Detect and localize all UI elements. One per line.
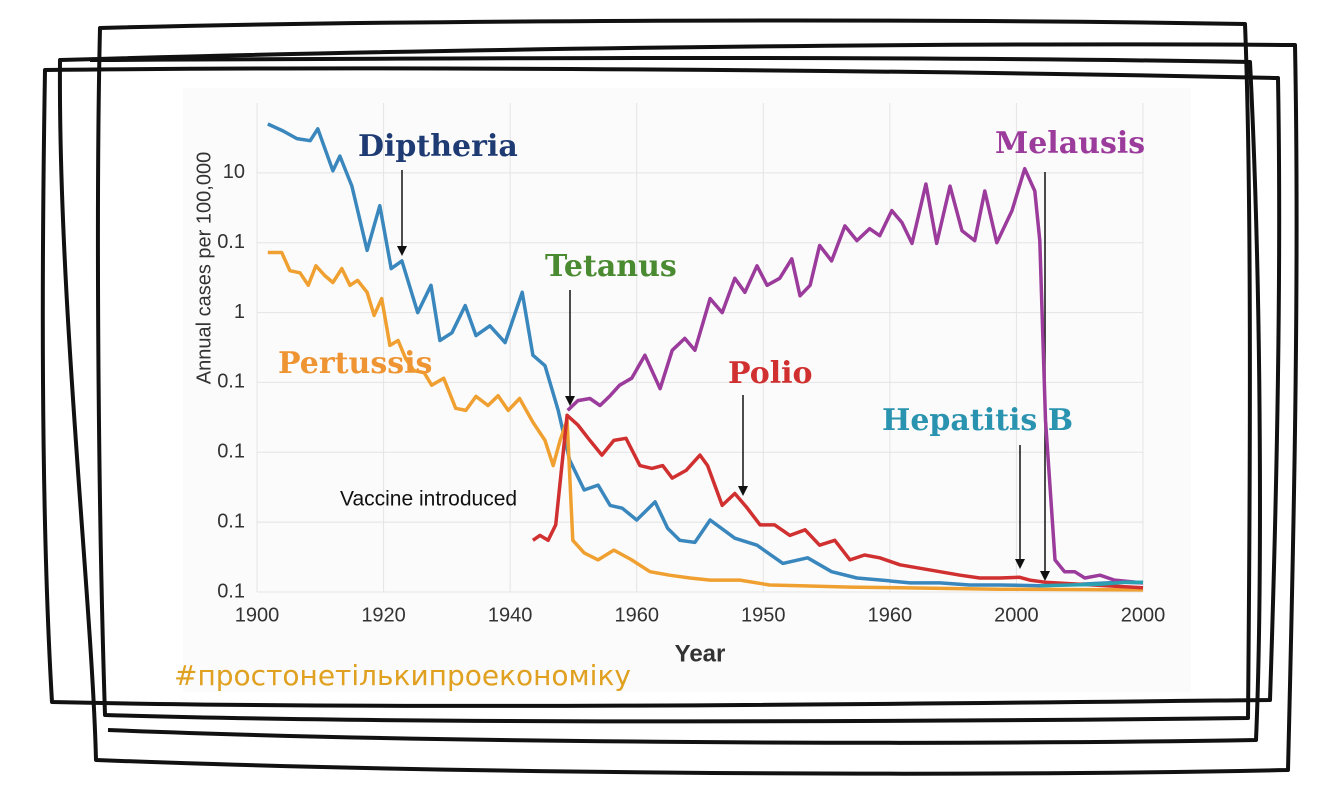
grid xyxy=(256,103,1144,593)
y-tick-label: 0.1 xyxy=(217,580,245,602)
y-tick-label: 0.1 xyxy=(217,231,245,253)
x-tick-label: 1960 xyxy=(868,604,913,626)
x-tick-label: 1900 xyxy=(235,604,280,626)
chart-background xyxy=(183,88,1191,692)
x-tick-label: 1960 xyxy=(614,604,659,626)
series-line xyxy=(566,166,1144,585)
series-line xyxy=(267,250,1144,592)
series-label: Melausis xyxy=(995,126,1145,161)
y-tick-label: 0.1 xyxy=(217,371,245,393)
y-tick-label: 0.1 xyxy=(217,441,245,463)
series-label: Pertussis xyxy=(278,346,432,381)
x-axis-label: Year xyxy=(675,640,726,667)
frame-stroke xyxy=(40,66,1282,708)
x-tick-label: 1920 xyxy=(361,604,406,626)
hand-drawn-frame xyxy=(40,18,1299,776)
hashtag: #простонетількипроекономіку xyxy=(174,659,631,692)
frame-stroke xyxy=(89,56,1262,745)
y-tick-label: 0.1 xyxy=(217,510,245,532)
series-label: Diptheria xyxy=(358,129,518,164)
series-line xyxy=(531,413,1144,590)
x-tick-label: 2000 xyxy=(1121,604,1166,626)
x-tick-label: 1950 xyxy=(741,604,786,626)
arrowhead xyxy=(565,396,575,406)
x-tick-label: 1940 xyxy=(488,604,533,626)
y-tick-label: 1 xyxy=(234,301,245,323)
y-axis-label: Annual cases per 100,000 xyxy=(193,152,215,384)
series-label: Polio xyxy=(728,356,813,391)
series-line xyxy=(267,122,1144,588)
frame-stroke xyxy=(95,18,1252,724)
x-tick-label: 2000 xyxy=(994,604,1039,626)
arrowhead xyxy=(1015,559,1025,569)
y-tick-label: 10 xyxy=(223,161,245,183)
arrowhead xyxy=(738,486,748,496)
annotation: Tetanus xyxy=(545,249,677,284)
annotation: Vaccine introduced xyxy=(340,488,517,511)
series-line xyxy=(1039,580,1143,588)
arrowhead xyxy=(1040,571,1050,581)
series-label: Hepatitis B xyxy=(882,403,1073,438)
frame-stroke xyxy=(57,42,1299,776)
arrowhead xyxy=(397,246,407,256)
